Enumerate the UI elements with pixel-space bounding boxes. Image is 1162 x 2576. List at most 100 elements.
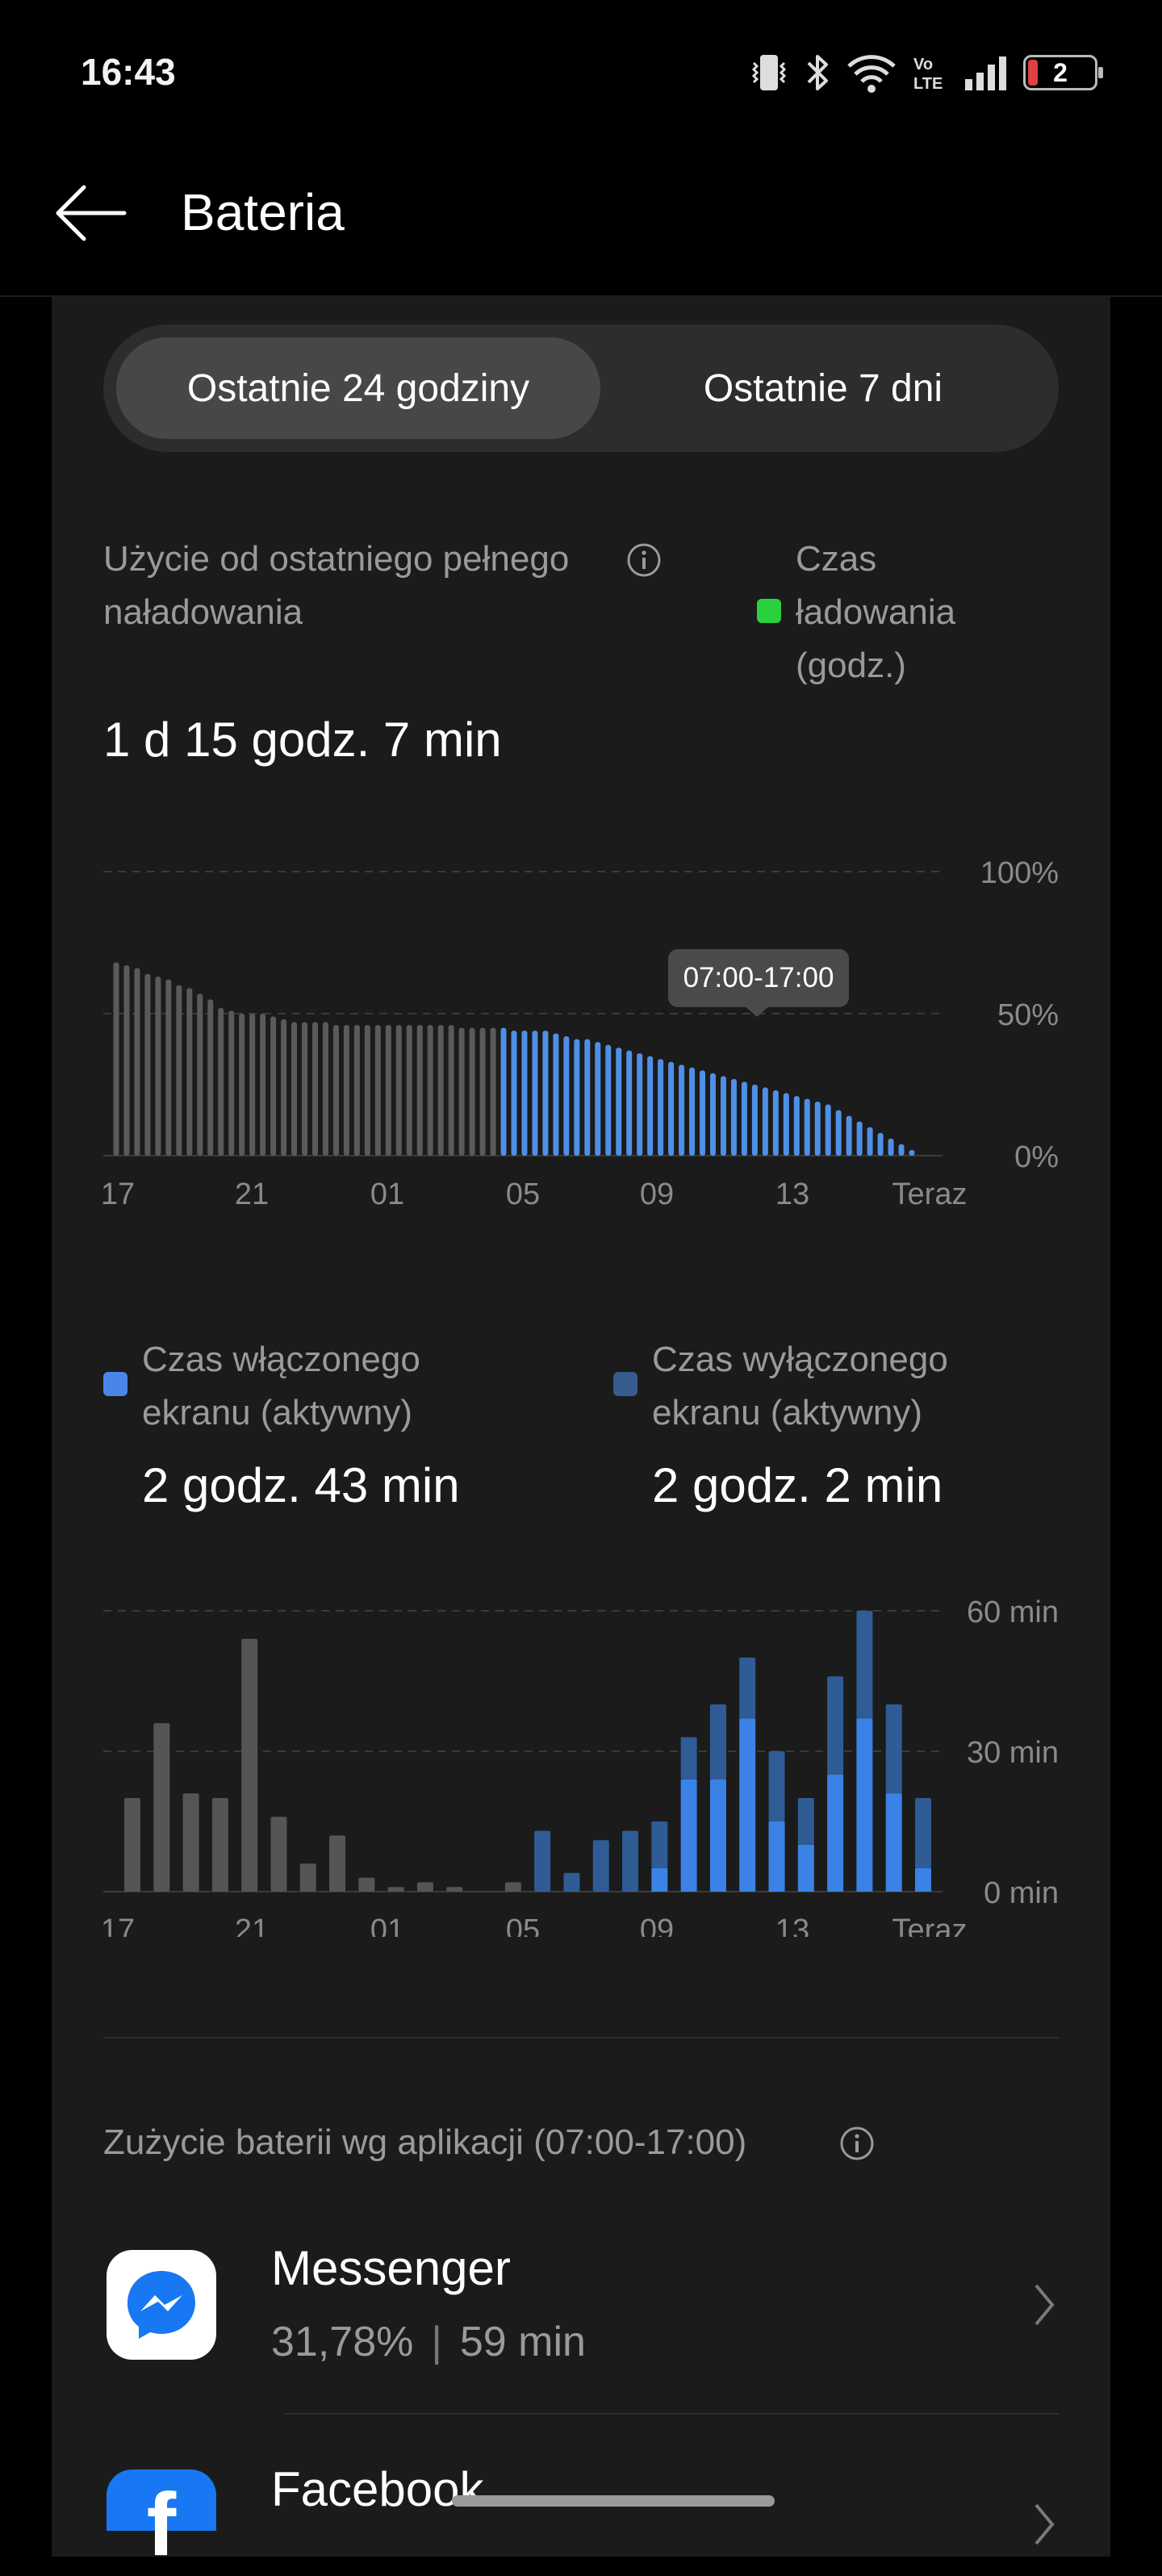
screen-off-label: Czas wyłączonego ekranu (aktywny)	[652, 1340, 948, 1432]
battery-bar	[888, 1138, 894, 1156]
battery-bar	[825, 1104, 831, 1156]
x-tick-label: 01	[370, 1913, 404, 1937]
battery-bar	[113, 962, 119, 1156]
x-tick-label: 01	[370, 1177, 404, 1211]
app-row-messenger[interactable]	[103, 2234, 1059, 2395]
battery-bar	[856, 1121, 863, 1156]
battery-bar	[332, 1025, 339, 1156]
svg-text:Vo: Vo	[913, 56, 933, 73]
battery-bar	[239, 1014, 245, 1156]
battery-bar	[353, 1025, 360, 1156]
battery-bar	[679, 1064, 685, 1156]
chart-tooltip: 07:00-17:00	[668, 949, 849, 1007]
battery-bar	[228, 1010, 235, 1156]
battery-bar	[302, 1022, 308, 1156]
screen-on-bar	[651, 1868, 668, 1892]
header-divider	[0, 295, 1162, 297]
screen-off-bar	[358, 1877, 375, 1892]
battery-bar	[751, 1085, 758, 1156]
battery-bar	[500, 1027, 507, 1156]
x-tick-label: 13	[775, 1913, 809, 1937]
battery-bar	[469, 1027, 475, 1156]
usage-value: 1 d 15 godz. 7 min	[103, 713, 502, 767]
usage-label: Użycie od ostatniego pełnego naładowania	[103, 539, 570, 632]
battery-bar	[479, 1027, 486, 1156]
battery-bar	[448, 1025, 454, 1156]
x-tick-label: 17	[101, 1177, 135, 1211]
battery-bar	[343, 1025, 349, 1156]
battery-bar	[605, 1044, 612, 1156]
battery-bar	[762, 1087, 768, 1156]
y-tick-label: 0 min	[984, 1876, 1059, 1910]
y-tick-label: 0%	[1014, 1140, 1059, 1174]
battery-bar	[647, 1056, 654, 1156]
screen-off-bar	[299, 1863, 316, 1892]
apps-info-icon[interactable]	[839, 2126, 875, 2161]
screen-off-bar	[885, 1704, 902, 1794]
battery-bar	[730, 1078, 737, 1156]
screen-off-value: 2 godz. 2 min	[652, 1458, 943, 1512]
screen-off-bar	[680, 1737, 697, 1779]
battery-bar	[553, 1033, 559, 1156]
status-icons: Vo LTE 2	[749, 50, 1103, 95]
home-indicator[interactable]	[452, 2495, 775, 2507]
screen-on-bar	[915, 1868, 931, 1892]
battery-bar	[218, 1007, 224, 1156]
vibrate-icon	[751, 55, 787, 90]
screen-on-bar	[709, 1779, 726, 1892]
tab-last-24-hours[interactable]: Ostatnie 24 godziny	[116, 337, 600, 439]
chevron-right-icon	[1035, 2503, 1055, 2545]
battery-bar	[542, 1031, 549, 1156]
y-tick-label: 60 min	[967, 1595, 1059, 1629]
battery-bar	[710, 1073, 716, 1156]
battery-bar	[793, 1096, 800, 1156]
screen-on-value: 2 godz. 43 min	[142, 1458, 460, 1512]
x-tick-label: Teraz	[892, 1913, 968, 1937]
app-percent: 31,78%	[271, 2319, 414, 2365]
screen-off-bar	[827, 1676, 844, 1775]
tab-last-7-days[interactable]: Ostatnie 7 dni	[703, 366, 943, 410]
battery-bar	[783, 1093, 789, 1156]
battery-bar	[364, 1025, 370, 1156]
app-name: Messenger	[271, 2241, 511, 2295]
screen-on-legend-swatch	[103, 1372, 127, 1396]
battery-bar	[123, 965, 130, 1156]
status-time: 16:43	[81, 51, 176, 93]
battery-level: 2	[1053, 57, 1068, 87]
screen-off-bar	[446, 1887, 463, 1892]
app-time: 59 min	[459, 2319, 586, 2365]
battery-bar	[909, 1149, 915, 1156]
x-tick-label: 13	[775, 1177, 809, 1211]
page-title: Bateria	[181, 183, 345, 241]
battery-icon: 2	[1023, 55, 1103, 90]
app-row-facebook[interactable]	[103, 2429, 1059, 2531]
info-icon[interactable]	[626, 542, 662, 578]
screen-on-label: Czas włączonego ekranu (aktywny)	[142, 1340, 420, 1432]
x-tick-label: 05	[506, 1177, 540, 1211]
screen-off-bar	[797, 1798, 814, 1845]
battery-bar	[689, 1067, 696, 1156]
battery-bar	[521, 1031, 528, 1156]
battery-bar	[626, 1050, 633, 1156]
screen-off-bar	[211, 1798, 228, 1892]
screen-off-bar	[416, 1882, 433, 1892]
battery-bar	[176, 985, 182, 1156]
battery-bar	[658, 1059, 664, 1156]
battery-bar	[616, 1048, 622, 1156]
battery-bar	[186, 988, 193, 1156]
battery-bar	[668, 1061, 675, 1156]
screen-off-bar	[622, 1830, 639, 1892]
battery-bar	[134, 968, 140, 1156]
y-tick-label: 50%	[997, 998, 1059, 1032]
battery-bar	[395, 1025, 402, 1156]
screen-on-bar	[827, 1775, 844, 1892]
x-tick-label: 09	[640, 1913, 674, 1937]
section-divider	[103, 2037, 1059, 2039]
back-arrow-icon[interactable]	[52, 179, 129, 247]
screen-off-bar	[768, 1751, 785, 1821]
battery-bar	[291, 1022, 298, 1156]
screen-on-bar	[797, 1845, 814, 1892]
battery-bar	[574, 1039, 580, 1156]
charging-legend-swatch	[757, 599, 781, 623]
battery-bar	[260, 1014, 266, 1156]
